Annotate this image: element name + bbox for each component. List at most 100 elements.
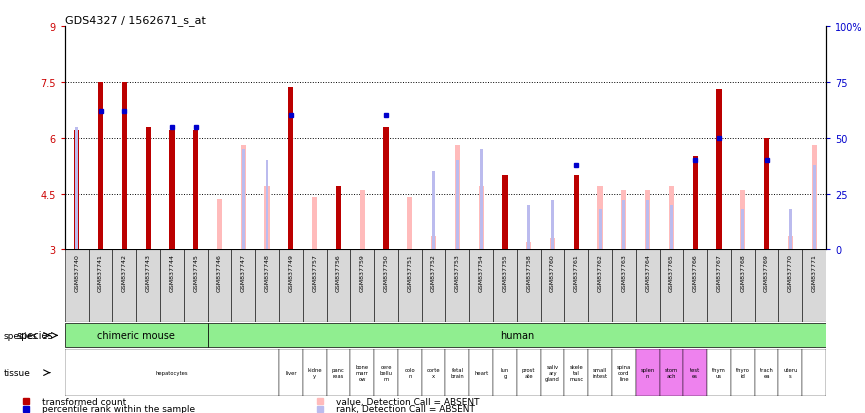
FancyBboxPatch shape bbox=[375, 250, 398, 322]
Text: lun
g: lun g bbox=[501, 367, 509, 378]
Text: skele
tal
musc: skele tal musc bbox=[569, 364, 583, 381]
FancyBboxPatch shape bbox=[803, 250, 826, 322]
Bar bbox=[669, 187, 674, 250]
Text: GSM837751: GSM837751 bbox=[407, 254, 413, 291]
FancyBboxPatch shape bbox=[375, 349, 398, 396]
Bar bbox=[145, 127, 151, 250]
Bar bbox=[645, 190, 650, 250]
Bar bbox=[813, 165, 816, 250]
Text: GSM837763: GSM837763 bbox=[621, 254, 626, 291]
Bar bbox=[599, 210, 601, 250]
FancyBboxPatch shape bbox=[588, 250, 612, 322]
Bar bbox=[740, 190, 746, 250]
Bar bbox=[193, 131, 198, 250]
Text: GSM837762: GSM837762 bbox=[598, 254, 603, 291]
Text: GSM837767: GSM837767 bbox=[716, 254, 721, 291]
Text: GSM837745: GSM837745 bbox=[193, 254, 198, 291]
Text: GSM837759: GSM837759 bbox=[360, 254, 365, 291]
FancyBboxPatch shape bbox=[636, 250, 659, 322]
FancyBboxPatch shape bbox=[564, 250, 588, 322]
Text: trach
ea: trach ea bbox=[759, 367, 773, 378]
Text: GSM837758: GSM837758 bbox=[526, 254, 531, 291]
FancyBboxPatch shape bbox=[88, 250, 112, 322]
Text: test
es: test es bbox=[690, 367, 701, 378]
Text: heart: heart bbox=[474, 370, 488, 375]
FancyBboxPatch shape bbox=[65, 250, 88, 322]
FancyBboxPatch shape bbox=[65, 323, 208, 348]
Text: tissue: tissue bbox=[3, 368, 30, 377]
Bar bbox=[478, 187, 484, 250]
Text: GSM837770: GSM837770 bbox=[788, 254, 793, 291]
FancyBboxPatch shape bbox=[279, 250, 303, 322]
Text: GSM837744: GSM837744 bbox=[170, 254, 175, 292]
Text: GSM837752: GSM837752 bbox=[431, 254, 436, 291]
FancyBboxPatch shape bbox=[208, 323, 826, 348]
Text: uteru
s: uteru s bbox=[783, 367, 798, 378]
Text: liver: liver bbox=[285, 370, 297, 375]
FancyBboxPatch shape bbox=[636, 349, 659, 396]
FancyBboxPatch shape bbox=[303, 250, 327, 322]
FancyBboxPatch shape bbox=[422, 250, 445, 322]
Bar bbox=[811, 146, 817, 250]
FancyBboxPatch shape bbox=[612, 250, 636, 322]
Bar bbox=[432, 172, 435, 250]
Text: GSM837756: GSM837756 bbox=[336, 254, 341, 291]
FancyBboxPatch shape bbox=[398, 250, 422, 322]
Text: human: human bbox=[500, 330, 534, 341]
Bar bbox=[360, 190, 365, 250]
FancyBboxPatch shape bbox=[564, 349, 588, 396]
Text: GSM837754: GSM837754 bbox=[478, 254, 484, 291]
Text: GSM837743: GSM837743 bbox=[145, 254, 151, 292]
Text: GSM837746: GSM837746 bbox=[217, 254, 222, 291]
FancyBboxPatch shape bbox=[803, 349, 826, 396]
Text: spina
cord
line: spina cord line bbox=[617, 364, 631, 381]
FancyBboxPatch shape bbox=[708, 349, 731, 396]
Text: GSM837747: GSM837747 bbox=[240, 254, 246, 292]
Bar bbox=[716, 90, 721, 250]
Bar bbox=[456, 161, 458, 250]
Bar bbox=[455, 146, 460, 250]
FancyBboxPatch shape bbox=[445, 349, 469, 396]
FancyBboxPatch shape bbox=[493, 250, 517, 322]
FancyBboxPatch shape bbox=[350, 250, 375, 322]
Text: GSM837742: GSM837742 bbox=[122, 254, 127, 292]
Text: GSM837768: GSM837768 bbox=[740, 254, 746, 291]
Bar bbox=[623, 201, 625, 250]
Text: transformed count: transformed count bbox=[42, 396, 125, 406]
Bar bbox=[74, 131, 80, 250]
FancyBboxPatch shape bbox=[232, 250, 255, 322]
Text: GSM837757: GSM837757 bbox=[312, 254, 317, 291]
Text: GSM837769: GSM837769 bbox=[764, 254, 769, 291]
FancyBboxPatch shape bbox=[754, 250, 778, 322]
Text: GSM837760: GSM837760 bbox=[550, 254, 555, 291]
Bar bbox=[621, 190, 626, 250]
Bar bbox=[480, 150, 483, 250]
FancyBboxPatch shape bbox=[208, 250, 232, 322]
Text: rank, Detection Call = ABSENT: rank, Detection Call = ABSENT bbox=[336, 404, 475, 413]
Bar bbox=[550, 239, 555, 250]
Bar bbox=[670, 205, 673, 250]
Text: percentile rank within the sample: percentile rank within the sample bbox=[42, 404, 195, 413]
FancyBboxPatch shape bbox=[754, 349, 778, 396]
Text: cere
bellu
m: cere bellu m bbox=[380, 364, 393, 381]
Bar bbox=[170, 131, 175, 250]
Text: corte
x: corte x bbox=[426, 367, 440, 378]
Text: fetal
brain: fetal brain bbox=[451, 367, 465, 378]
Text: stom
ach: stom ach bbox=[665, 367, 678, 378]
Text: thym
us: thym us bbox=[712, 367, 726, 378]
FancyBboxPatch shape bbox=[731, 349, 754, 396]
FancyBboxPatch shape bbox=[731, 250, 754, 322]
Text: GSM837771: GSM837771 bbox=[811, 254, 817, 291]
FancyBboxPatch shape bbox=[683, 349, 708, 396]
FancyBboxPatch shape bbox=[659, 349, 683, 396]
FancyBboxPatch shape bbox=[469, 250, 493, 322]
Text: GSM837765: GSM837765 bbox=[669, 254, 674, 291]
Bar bbox=[526, 242, 531, 250]
Bar bbox=[789, 210, 791, 250]
Bar bbox=[240, 146, 246, 250]
Text: species: species bbox=[3, 331, 37, 340]
FancyBboxPatch shape bbox=[303, 349, 327, 396]
FancyBboxPatch shape bbox=[588, 349, 612, 396]
Text: GSM837761: GSM837761 bbox=[573, 254, 579, 291]
FancyBboxPatch shape bbox=[279, 349, 303, 396]
